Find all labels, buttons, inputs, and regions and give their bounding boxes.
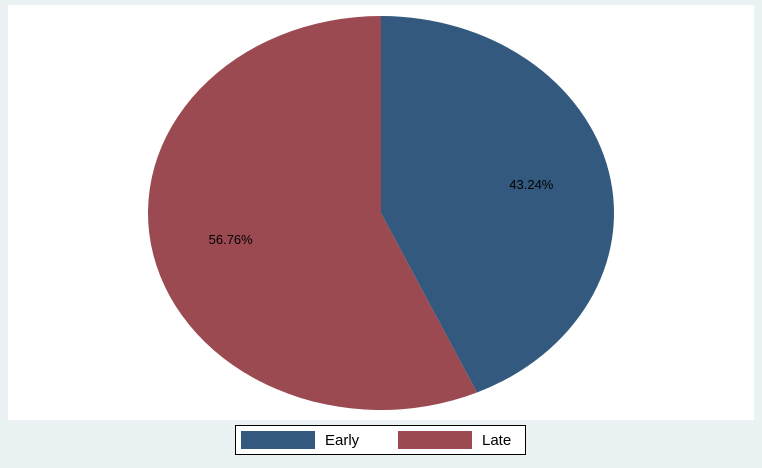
- legend-label: Late: [482, 432, 511, 449]
- value-label: 43.24%: [509, 177, 554, 192]
- legend-swatch: [398, 431, 472, 449]
- pie-slice: [381, 16, 615, 393]
- legend-label: Early: [325, 432, 360, 449]
- legend-swatch: [241, 431, 315, 449]
- value-label: 56.76%: [209, 232, 254, 247]
- pie-slice: [148, 16, 478, 410]
